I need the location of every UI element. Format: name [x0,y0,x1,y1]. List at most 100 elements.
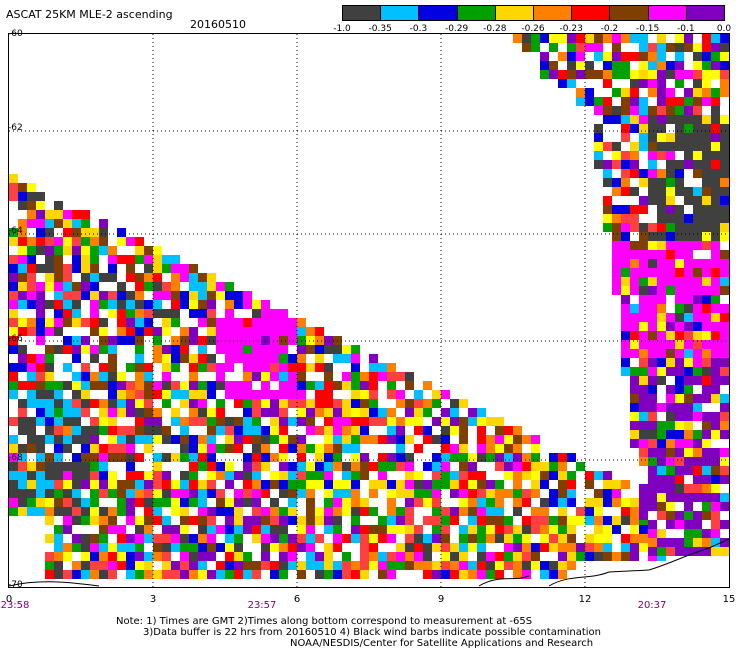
swath-cell [684,511,693,520]
swath-cell [648,493,657,502]
swath-cell [657,340,666,349]
swath-cell [189,516,198,525]
swath-cell [711,493,720,502]
swath-cell [720,547,729,556]
swath-cell [351,444,360,453]
swath-cell [81,372,90,381]
swath-cell [279,408,288,417]
swath-cell [684,250,693,259]
swath-cell [675,313,684,322]
swath-cell [630,61,639,70]
swath-cell [315,408,324,417]
swath-cell [720,403,729,412]
swath-cell [54,507,63,516]
swath-cell [639,277,648,286]
swath-cell [288,435,297,444]
swath-cell [630,70,639,79]
swath-cell [108,291,117,300]
swath-cell [369,453,378,462]
swath-cell [279,399,288,408]
swath-cell [324,534,333,543]
swath-cell [36,354,45,363]
swath-cell [144,327,153,336]
swath-cell [306,561,315,570]
swath-cell [288,363,297,372]
swath-cell [270,417,279,426]
swath-cell [495,534,504,543]
swath-cell [711,502,720,511]
swath-cell [153,309,162,318]
swath-cell [657,124,666,133]
swath-cell [45,237,54,246]
swath-cell [702,412,711,421]
swath-cell [468,480,477,489]
swath-cell [657,214,666,223]
swath-cell [711,88,720,97]
swath-cell [666,484,675,493]
swath-cell [648,178,657,187]
swath-cell [99,417,108,426]
swath-cell [162,507,171,516]
swath-cell [396,525,405,534]
swath-cell [684,340,693,349]
swath-cell [423,408,432,417]
swath-cell [180,480,189,489]
swath-cell [666,151,675,160]
swath-cell [594,552,603,561]
swath-cell [36,327,45,336]
swath-cell [639,178,648,187]
swath-cell [27,435,36,444]
swath-cell [630,88,639,97]
swath-cell [189,570,198,579]
swath-cell [603,160,612,169]
swath-cell [63,327,72,336]
swath-cell [675,295,684,304]
swath-cell [261,480,270,489]
swath-cell [99,426,108,435]
swath-cell [261,300,270,309]
swath-cell [522,453,531,462]
swath-cell [576,34,585,43]
swath-cell [81,507,90,516]
swath-cell [108,426,117,435]
swath-cell [63,264,72,273]
swath-cell [720,214,729,223]
swath-cell [720,493,729,502]
swath-cell [711,70,720,79]
swath-cell [342,408,351,417]
swath-cell [189,372,198,381]
swath-cell [171,363,180,372]
swath-cell [261,561,270,570]
swath-cell [36,219,45,228]
swath-cell [675,187,684,196]
swath-cell [180,282,189,291]
swath-cell [639,106,648,115]
swath-cell [297,480,306,489]
swath-cell [207,381,216,390]
swath-cell [630,498,639,507]
swath-cell [261,543,270,552]
swath-cell [18,327,27,336]
swath-cell [171,525,180,534]
swath-cell [189,489,198,498]
swath-cell [576,534,585,543]
swath-cell [36,390,45,399]
swath-cell [675,340,684,349]
swath-cell [432,516,441,525]
swath-cell [216,345,225,354]
swath-cell [297,507,306,516]
swath-cell [234,507,243,516]
swath-cell [612,498,621,507]
swath-cell [297,534,306,543]
swath-cell [63,390,72,399]
swath-cell [504,507,513,516]
swath-cell [189,507,198,516]
swath-cell [540,70,549,79]
swath-cell [387,516,396,525]
swath-cell [216,480,225,489]
swath-cell [72,300,81,309]
swath-cell [450,426,459,435]
swath-cell [369,372,378,381]
swath-cell [198,291,207,300]
x-tick-12: 12 [578,594,592,605]
